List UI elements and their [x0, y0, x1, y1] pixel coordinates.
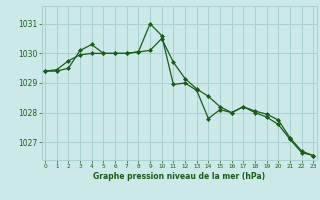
X-axis label: Graphe pression niveau de la mer (hPa): Graphe pression niveau de la mer (hPa) [93, 172, 265, 181]
